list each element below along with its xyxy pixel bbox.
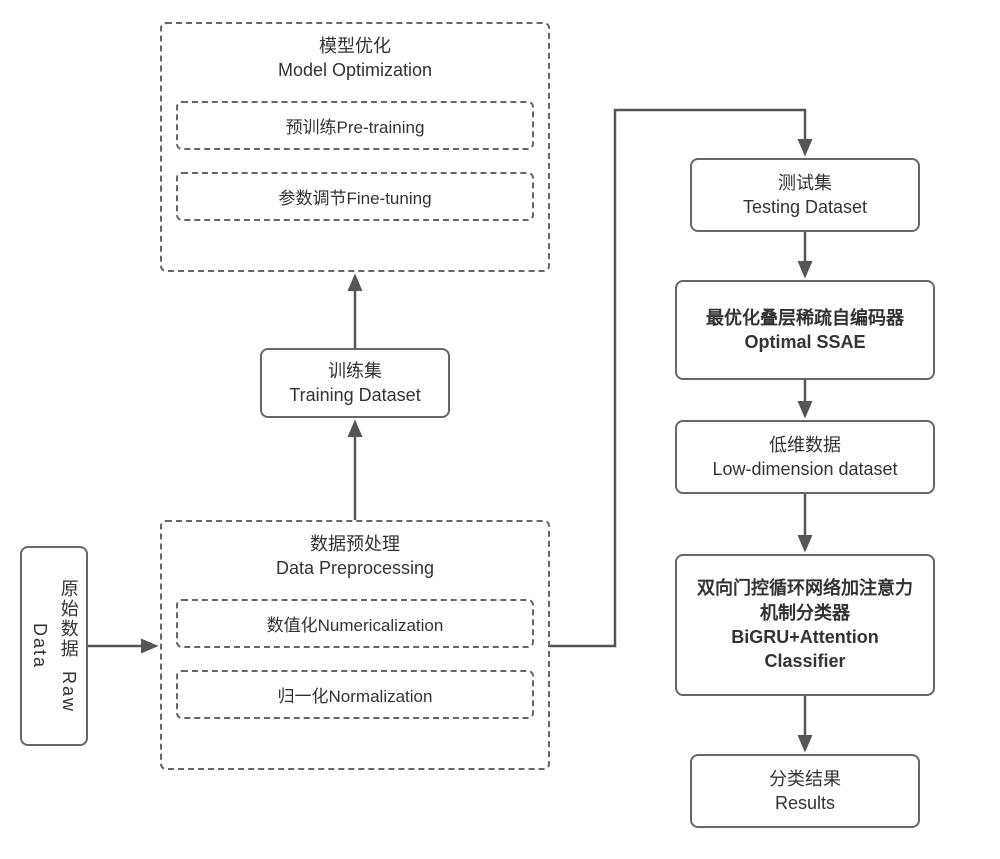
optimization-title-en: Model Optimization (278, 58, 432, 82)
optimization-container: 模型优化 Model Optimization 预训练Pre-training … (160, 22, 550, 272)
training-dataset-cn: 训练集 (328, 359, 382, 383)
classifier-cn: 双向门控循环网络加注意力机制分类器 (690, 576, 920, 625)
results-cn: 分类结果 (769, 767, 841, 791)
preprocess-title-cn: 数据预处理 (310, 532, 400, 556)
lowdim-en: Low-dimension dataset (712, 457, 897, 481)
testing-dataset-cn: 测试集 (778, 171, 832, 195)
classifier-box: 双向门控循环网络加注意力机制分类器 BiGRU+Attention Classi… (675, 554, 935, 696)
lowdim-box: 低维数据 Low-dimension dataset (675, 420, 935, 494)
ssae-box: 最优化叠层稀疏自编码器 Optimal SSAE (675, 280, 935, 380)
training-dataset-en: Training Dataset (289, 383, 420, 407)
raw-data-label-cn: 原始数据 (59, 579, 79, 659)
testing-dataset-box: 测试集 Testing Dataset (690, 158, 920, 232)
results-box: 分类结果 Results (690, 754, 920, 828)
optimization-title-cn: 模型优化 (319, 34, 391, 58)
ssae-cn: 最优化叠层稀疏自编码器 (706, 306, 904, 330)
preprocess-title-en: Data Preprocessing (276, 556, 434, 580)
results-en: Results (775, 791, 835, 815)
preprocess-container: 数据预处理 Data Preprocessing 数值化Numericaliza… (160, 520, 550, 770)
normalization-box: 归一化Normalization (176, 670, 534, 719)
raw-data-box: 原始数据 Raw Data (20, 546, 88, 746)
lowdim-cn: 低维数据 (769, 433, 841, 457)
raw-data-label: 原始数据 Raw Data (25, 554, 83, 738)
ssae-en: Optimal SSAE (744, 330, 865, 354)
finetuning-box: 参数调节Fine-tuning (176, 172, 534, 221)
testing-dataset-en: Testing Dataset (743, 195, 867, 219)
numericalization-box: 数值化Numericalization (176, 599, 534, 648)
training-dataset-box: 训练集 Training Dataset (260, 348, 450, 418)
classifier-en: BiGRU+Attention Classifier (690, 625, 920, 674)
pretraining-box: 预训练Pre-training (176, 101, 534, 150)
